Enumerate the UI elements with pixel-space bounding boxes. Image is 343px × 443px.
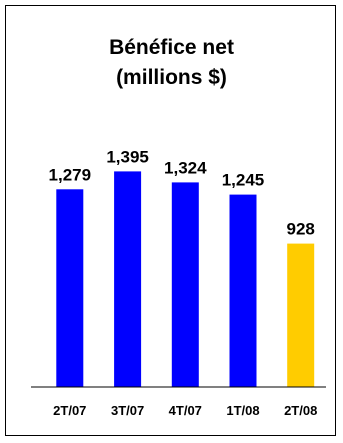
category-label-3T/07: 3T/07 [111,403,144,418]
chart-title-line-2: (millions $) [116,66,227,89]
chart-title: Bénéfice net (millions $) [0,33,343,93]
chart-title-line-1: Bénéfice net [109,36,234,59]
value-label-1T/08: 1,245 [222,171,265,190]
value-label-3T/07: 1,395 [106,147,149,166]
value-label-4T/07: 1,324 [164,158,207,177]
bar-3T/07 [114,171,142,387]
bar-4T/07 [171,182,199,387]
value-label-2T/08: 928 [287,220,315,239]
category-label-1T/08: 1T/08 [226,403,259,418]
category-label-2T/07: 2T/07 [53,403,86,418]
category-label-4T/07: 4T/07 [169,403,202,418]
bar-1T/08 [229,194,257,387]
category-label-2T/08: 2T/08 [284,403,317,418]
bar-2T/08 [287,243,315,387]
bar-2T/07 [56,189,84,387]
value-label-2T/07: 1,279 [49,165,92,184]
